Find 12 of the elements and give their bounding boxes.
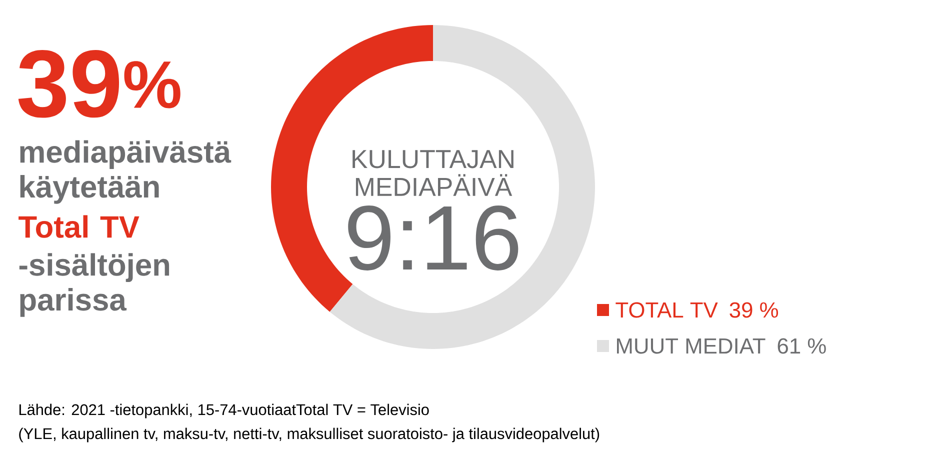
text: 39$^{%}$ — [18, 50, 180, 118]
data-label: 39 % — [730, 302, 778, 318]
text: Lähde: 2021 -tietopankki, 15-74-vuotiaatTotal TV = Televisio — [19, 404, 429, 418]
text: Total TV — [18, 215, 140, 238]
data-label: 61 % — [778, 338, 826, 354]
text: mediapäivästä käytetään — [20, 140, 232, 204]
text: -sisältöjen parissa — [19, 253, 170, 317]
text: KULUTTAJAN MEDIAPÄIVÄ — [352, 150, 514, 196]
legend-label: TOTAL TV — [616, 302, 718, 318]
text: 9:16 — [348, 206, 518, 270]
legend-label: MUUT MEDIAT — [617, 338, 766, 354]
text: (YLE, kaupallinen tv, maksu-tv, netti-tv, maksulliset suoratoisto- ja tilausvideopalvelut) — [19, 428, 600, 442]
